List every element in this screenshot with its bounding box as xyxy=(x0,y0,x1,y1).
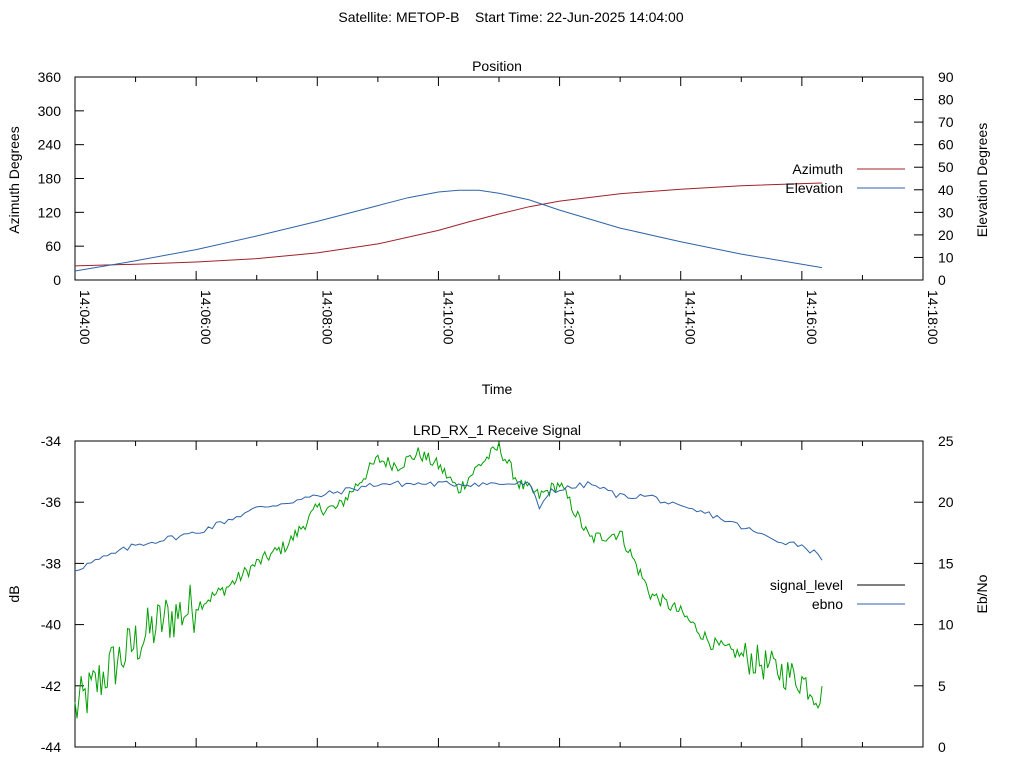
y2-tick-label: 60 xyxy=(938,137,954,153)
position-x-ticks: 14:04:00 14:06:00 14:08:00 14:10:00 14:12:00… xyxy=(74,77,941,345)
x-tick-label: 14:12:00 xyxy=(562,290,578,345)
y-tick-label: 240 xyxy=(38,137,62,153)
signal-x-ticks xyxy=(74,441,924,747)
series-line-ebno xyxy=(74,480,823,572)
position-y2label: Elevation Degrees xyxy=(974,123,990,237)
y-tick-label: -40 xyxy=(41,617,61,633)
y-tick-label: 360 xyxy=(38,69,62,85)
y2-tick-label: 30 xyxy=(938,204,954,220)
y2-tick-label: 5 xyxy=(938,678,946,694)
position-panel: Position 0 60 120 180 240 300 360 0 10 20 30 40 50 6… xyxy=(6,58,990,397)
y2-tick-label: 25 xyxy=(938,433,954,449)
x-tick-label: 14:14:00 xyxy=(683,290,699,345)
y2-tick-label: 90 xyxy=(938,69,954,85)
position-legend: Azimuth Elevation xyxy=(785,161,905,196)
x-tick-label: 14:16:00 xyxy=(804,290,820,345)
legend-label-azimuth: Azimuth xyxy=(792,161,843,177)
y-tick-label: 60 xyxy=(45,238,61,254)
y-tick-label: 0 xyxy=(53,272,61,288)
y-tick-label: 300 xyxy=(38,103,62,119)
y2-tick-label: 10 xyxy=(938,249,954,265)
x-tick-label: 14:10:00 xyxy=(440,290,456,345)
signal-plot-frame xyxy=(74,440,924,748)
signal-legend: signal_level ebno xyxy=(770,577,905,612)
y2-tick-label: 20 xyxy=(938,494,954,510)
y-tick-label: -42 xyxy=(41,678,61,694)
position-ylabel: Azimuth Degrees xyxy=(6,126,22,233)
y-tick-label: -38 xyxy=(41,555,61,571)
legend-label-signal-level: signal_level xyxy=(770,577,843,593)
y2-tick-label: 20 xyxy=(938,227,954,243)
y2-tick-label: 0 xyxy=(938,272,946,288)
y2-tick-label: 50 xyxy=(938,159,954,175)
signal-y2-ticks: 0 5 10 15 20 25 xyxy=(914,433,954,755)
x-tick-label: 14:06:00 xyxy=(198,290,214,345)
signal-panel: LRD_RX_1 Receive Signal -44-42-40-38-36-… xyxy=(6,422,990,755)
position-y2-ticks: 0 10 20 30 40 50 60 70 80 90 xyxy=(914,69,954,288)
position-series xyxy=(74,182,823,272)
x-tick-label: 14:18:00 xyxy=(925,290,941,345)
y2-tick-label: 15 xyxy=(938,555,954,571)
series-line-signal-level xyxy=(74,441,823,719)
signal-ylabel: dB xyxy=(6,585,22,602)
y-tick-label: 180 xyxy=(38,171,62,187)
legend-label-elevation: Elevation xyxy=(785,180,843,196)
position-y-ticks: 0 60 120 180 240 300 360 xyxy=(38,69,84,288)
figure-title: Satellite: METOP-B Start Time: 22-Jun-20… xyxy=(338,9,683,25)
series-line-azimuth xyxy=(74,182,823,267)
y2-tick-label: 70 xyxy=(938,114,954,130)
y-tick-label: -34 xyxy=(41,433,61,449)
position-title: Position xyxy=(472,58,522,74)
signal-y2label: Eb/No xyxy=(974,574,990,613)
signal-title: LRD_RX_1 Receive Signal xyxy=(413,422,581,438)
y-tick-label: 120 xyxy=(38,204,62,220)
y2-tick-label: 0 xyxy=(938,739,946,755)
position-xlabel: Time xyxy=(482,381,513,397)
y2-tick-label: 80 xyxy=(938,92,954,108)
y2-tick-label: 40 xyxy=(938,182,954,198)
signal-series xyxy=(74,441,823,719)
signal-y-ticks: -44 -42 -40 -38 -36 -34 xyxy=(41,433,84,755)
y-tick-label: -36 xyxy=(41,494,61,510)
x-tick-label: 14:04:00 xyxy=(77,290,93,345)
y2-tick-label: 10 xyxy=(938,617,954,633)
position-plot-frame xyxy=(74,76,924,281)
series-line-elevation xyxy=(74,189,823,272)
legend-label-ebno: ebno xyxy=(812,596,843,612)
y-tick-label: -44 xyxy=(41,739,61,755)
x-tick-label: 14:08:00 xyxy=(319,290,335,345)
